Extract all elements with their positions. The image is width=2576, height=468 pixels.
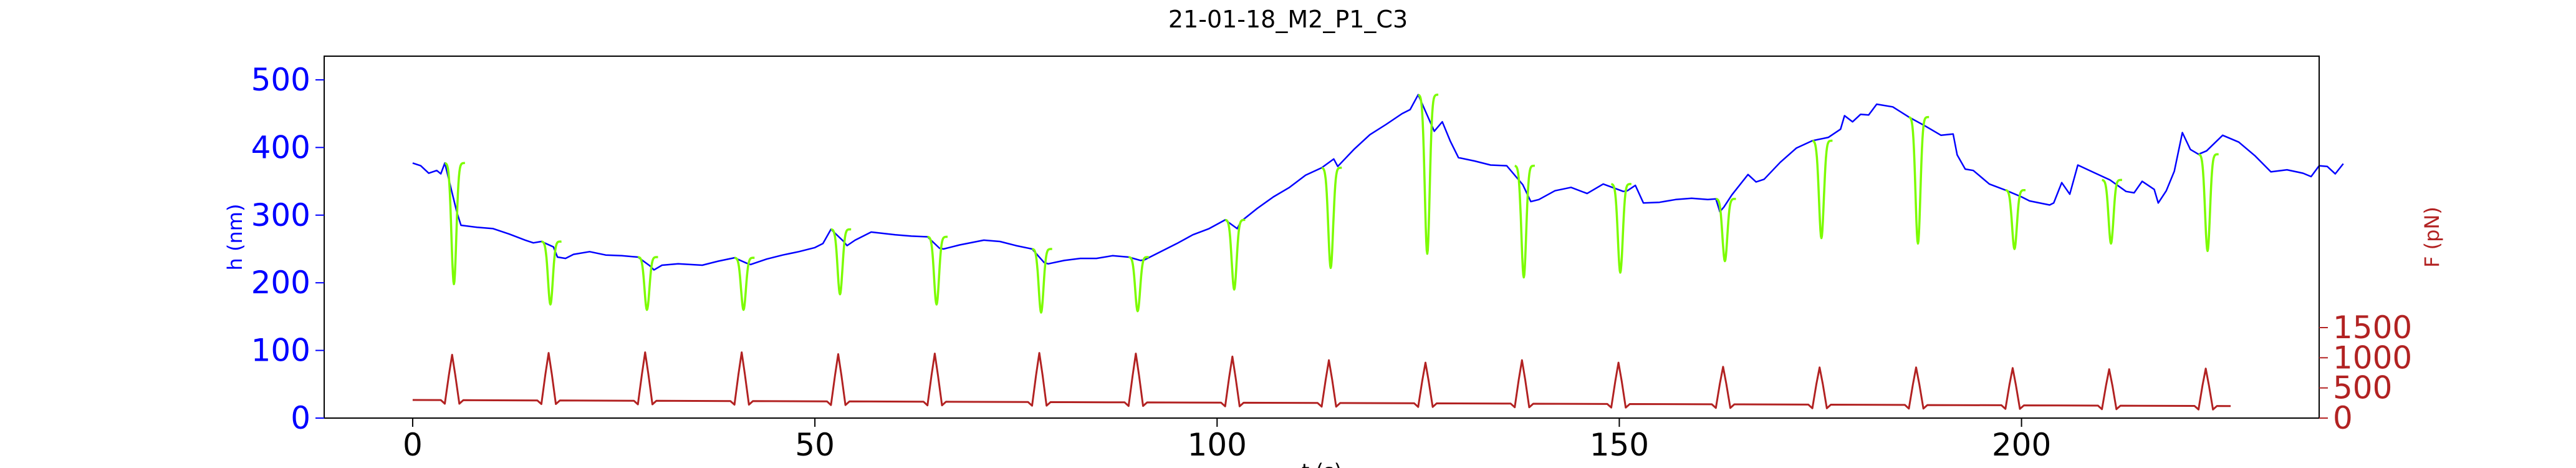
x-tick-label: 200: [1992, 427, 2051, 463]
height-pulse-11: [1417, 94, 1439, 255]
height-pulse-19: [2198, 153, 2219, 252]
x-tick-label: 150: [1590, 427, 1649, 463]
y-tick-label-right: 0: [2333, 400, 2353, 436]
force-line: [412, 351, 2231, 411]
y-tick-label-left: 400: [251, 129, 310, 165]
height-pulse-14: [1715, 198, 1737, 263]
y-tick-label-right: 1500: [2333, 310, 2412, 346]
plot-series: [412, 94, 2344, 411]
height-pulse-3: [637, 256, 659, 311]
x-tick-label: 50: [795, 427, 835, 463]
y-tick-label-right: 1000: [2333, 339, 2412, 376]
y-tick-label-left: 500: [251, 62, 310, 98]
height-pulse-4: [734, 256, 756, 311]
y-tick-label-left: 0: [291, 400, 310, 436]
height-pulse-7: [1031, 248, 1053, 314]
y-axis-label-left: h (nm): [223, 204, 247, 271]
height-pulse-18: [2101, 178, 2123, 245]
chart-title: 21-01-18_M2_P1_C3: [1168, 6, 1408, 33]
height-pulse-5: [830, 228, 852, 296]
height-pulse-13: [1610, 183, 1632, 274]
height-baseline-line: [412, 94, 2344, 271]
x-axis-label: t (s): [1302, 459, 1342, 468]
y-axis-label-right: F (pN): [2420, 207, 2444, 268]
height-pulse-17: [2004, 188, 2026, 250]
plot-frame: [324, 56, 2320, 419]
height-pulse-2: [541, 240, 562, 306]
height-pulse-12: [1514, 164, 1536, 279]
y-tick-label-left: 300: [251, 197, 310, 233]
height-pulse-9: [1224, 218, 1246, 291]
height-pulse-15: [1812, 139, 1833, 240]
height-pulse-6: [926, 235, 948, 306]
height-pulse-10: [1321, 167, 1343, 270]
x-tick-label: 0: [403, 427, 423, 463]
y-tick-label-left: 100: [251, 333, 310, 369]
height-pulse-16: [1908, 115, 1930, 245]
height-pulse-8: [1128, 256, 1150, 313]
x-tick-label: 100: [1188, 427, 1247, 463]
y-tick-label-right: 500: [2333, 370, 2392, 406]
height-pulse-1: [444, 162, 466, 286]
y-tick-label-left: 200: [251, 265, 310, 301]
